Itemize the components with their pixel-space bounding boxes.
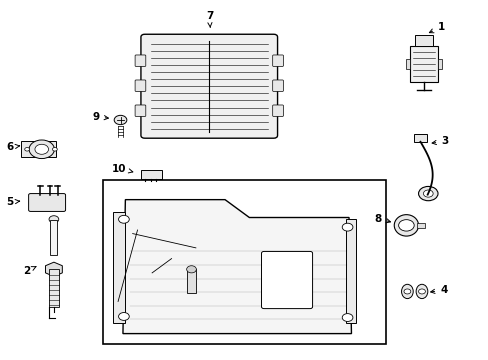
- Text: 7: 7: [205, 12, 213, 27]
- Circle shape: [398, 220, 413, 231]
- Circle shape: [186, 266, 196, 273]
- Circle shape: [114, 115, 126, 125]
- Ellipse shape: [393, 215, 418, 236]
- Bar: [409, 46, 437, 82]
- Bar: [405, 59, 409, 69]
- Bar: [21, 141, 56, 157]
- Bar: [345, 219, 356, 323]
- Bar: [50, 220, 57, 255]
- Bar: [187, 269, 196, 293]
- Ellipse shape: [415, 284, 427, 298]
- Text: 10: 10: [112, 163, 133, 174]
- Polygon shape: [45, 262, 62, 276]
- Text: 3: 3: [431, 136, 447, 147]
- Bar: [414, 35, 432, 46]
- Text: 5: 5: [6, 197, 20, 207]
- FancyBboxPatch shape: [261, 251, 312, 309]
- Circle shape: [35, 144, 48, 154]
- Bar: [437, 59, 441, 69]
- FancyBboxPatch shape: [272, 105, 283, 116]
- Ellipse shape: [401, 284, 412, 298]
- Circle shape: [118, 312, 129, 320]
- Bar: [141, 170, 162, 179]
- Bar: [416, 222, 424, 228]
- Circle shape: [29, 140, 54, 158]
- Text: 9: 9: [92, 112, 108, 122]
- FancyBboxPatch shape: [272, 55, 283, 66]
- Bar: [103, 180, 385, 344]
- Circle shape: [52, 148, 57, 151]
- Text: 1: 1: [428, 22, 444, 33]
- Text: 2: 2: [23, 266, 36, 276]
- Bar: [113, 212, 125, 323]
- FancyBboxPatch shape: [135, 80, 145, 91]
- Circle shape: [423, 190, 432, 197]
- FancyBboxPatch shape: [29, 194, 65, 211]
- Text: 8: 8: [374, 213, 390, 224]
- Bar: [413, 134, 427, 142]
- FancyBboxPatch shape: [141, 34, 277, 138]
- Text: 4: 4: [430, 285, 447, 295]
- FancyBboxPatch shape: [135, 55, 145, 66]
- Circle shape: [418, 186, 437, 201]
- Circle shape: [118, 215, 129, 223]
- Circle shape: [342, 314, 352, 321]
- Text: 6: 6: [6, 142, 20, 152]
- Circle shape: [49, 216, 59, 223]
- FancyBboxPatch shape: [135, 105, 145, 116]
- Circle shape: [418, 289, 425, 294]
- Bar: [49, 269, 59, 307]
- Circle shape: [25, 148, 30, 151]
- Circle shape: [403, 289, 410, 294]
- Polygon shape: [122, 200, 351, 334]
- Circle shape: [342, 223, 352, 231]
- FancyBboxPatch shape: [272, 80, 283, 91]
